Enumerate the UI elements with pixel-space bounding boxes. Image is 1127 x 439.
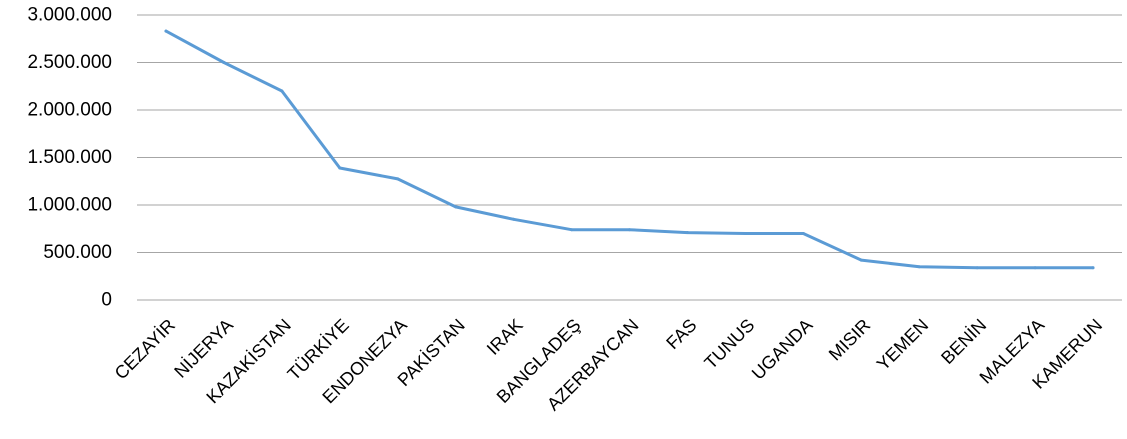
data-point xyxy=(859,258,863,262)
data-point xyxy=(164,29,168,33)
data-point xyxy=(1033,266,1037,270)
data-point xyxy=(570,228,574,232)
data-point xyxy=(801,232,805,235)
data-point xyxy=(454,205,458,209)
gridlines xyxy=(137,14,1122,301)
x-axis-tick-labels: CEZAYİRNİJERYAKAZAKİSTANTÜRKİYEENDONEZYA… xyxy=(111,315,1106,414)
data-point xyxy=(975,266,979,270)
y-tick-label: 1.500.000 xyxy=(27,147,112,168)
y-tick-label: 2.000.000 xyxy=(27,100,112,121)
data-point xyxy=(222,61,226,64)
y-tick-label: 1.000.000 xyxy=(27,195,112,216)
x-tick-label: UGANDA xyxy=(748,315,817,384)
data-point xyxy=(1091,266,1095,270)
data-point xyxy=(338,166,342,170)
data-point xyxy=(628,228,631,232)
x-tick-label: YEMEN xyxy=(873,315,932,374)
x-tick-label: CEZAYİR xyxy=(111,315,179,383)
x-tick-label: FAS xyxy=(662,315,700,353)
x-tick-label: TUNUS xyxy=(700,315,758,373)
x-tick-label: MISIR xyxy=(825,315,875,365)
series xyxy=(164,29,1095,270)
y-tick-label: 2.500.000 xyxy=(27,52,112,73)
data-point xyxy=(512,217,516,221)
data-point xyxy=(685,231,689,235)
data-point xyxy=(917,265,921,269)
y-axis-tick-labels: 0 500.000 1.000.000 1.500.000 2.000.000 2.500… xyxy=(27,5,112,311)
data-point xyxy=(280,89,284,93)
data-point xyxy=(743,232,747,235)
y-tick-label: 3.000.000 xyxy=(27,5,112,26)
series-line xyxy=(164,29,1095,270)
y-tick-label: 0 xyxy=(101,290,112,311)
x-tick-label: BENİN xyxy=(937,315,990,368)
y-tick-label: 500.000 xyxy=(43,242,112,263)
data-point xyxy=(396,177,400,181)
x-tick-label: IRAK xyxy=(483,315,527,359)
